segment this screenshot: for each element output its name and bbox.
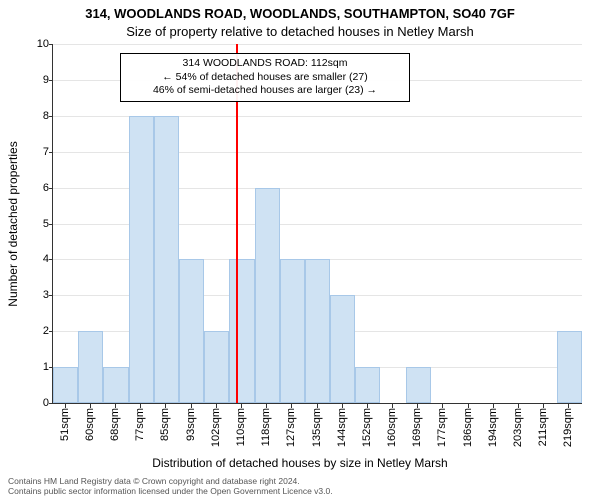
histogram-bar	[78, 331, 103, 403]
footer-line2: Contains public sector information licen…	[8, 486, 333, 496]
y-tick-label: 1	[25, 361, 49, 373]
chart-title-line1: 314, WOODLANDS ROAD, WOODLANDS, SOUTHAMP…	[0, 6, 600, 21]
x-tick-label: 118sqm	[260, 408, 272, 446]
y-tick-label: 3	[25, 289, 49, 301]
x-tick-label: 85sqm	[159, 408, 171, 441]
histogram-bar	[557, 331, 582, 403]
x-tick-label: 211sqm	[537, 408, 549, 446]
x-tick-label: 93sqm	[185, 408, 197, 441]
histogram-bar	[204, 331, 229, 403]
histogram-bar	[103, 367, 128, 403]
annotation-box: 314 WOODLANDS ROAD: 112sqm ← 54% of deta…	[120, 53, 410, 102]
histogram-bar	[280, 259, 305, 403]
histogram-bar	[255, 188, 280, 403]
y-tick-label: 9	[25, 74, 49, 86]
x-tick-label: 144sqm	[336, 408, 348, 447]
y-tick-label: 4	[25, 253, 49, 265]
y-tick-label: 8	[25, 110, 49, 122]
x-axis-label: Distribution of detached houses by size …	[0, 456, 600, 470]
y-tick-mark	[49, 116, 53, 117]
chart-title-line2: Size of property relative to detached ho…	[0, 24, 600, 39]
x-tick-label: 194sqm	[487, 408, 499, 447]
histogram-bar	[330, 295, 355, 403]
x-tick-label: 177sqm	[436, 408, 448, 447]
y-tick-mark	[49, 331, 53, 332]
y-tick-mark	[49, 44, 53, 45]
y-tick-label: 5	[25, 218, 49, 230]
annotation-line1: 314 WOODLANDS ROAD: 112sqm	[125, 57, 405, 71]
histogram-bar	[229, 259, 254, 403]
y-tick-label: 0	[25, 397, 49, 409]
x-tick-label: 102sqm	[210, 408, 222, 447]
x-tick-label: 51sqm	[59, 408, 71, 441]
x-tick-label: 186sqm	[462, 408, 474, 447]
x-tick-label: 135sqm	[311, 408, 323, 447]
histogram-bar	[179, 259, 204, 403]
y-tick-label: 10	[25, 38, 49, 50]
x-tick-label: 219sqm	[562, 408, 574, 447]
annotation-line3: 46% of semi-detached houses are larger (…	[125, 84, 405, 98]
y-axis-label: Number of detached properties	[6, 141, 20, 306]
x-tick-label: 203sqm	[512, 408, 524, 447]
y-tick-label: 6	[25, 182, 49, 194]
y-tick-mark	[49, 295, 53, 296]
x-tick-label: 110sqm	[235, 408, 247, 446]
x-tick-label: 169sqm	[411, 408, 423, 447]
histogram-bar	[355, 367, 380, 403]
x-tick-label: 160sqm	[386, 408, 398, 447]
y-tick-mark	[49, 224, 53, 225]
y-tick-label: 2	[25, 325, 49, 337]
y-tick-mark	[49, 403, 53, 404]
footer-attribution: Contains HM Land Registry data © Crown c…	[8, 476, 333, 496]
footer-line1: Contains HM Land Registry data © Crown c…	[8, 476, 333, 486]
y-tick-mark	[49, 188, 53, 189]
histogram-bar	[154, 116, 179, 403]
y-tick-label: 7	[25, 146, 49, 158]
y-tick-mark	[49, 80, 53, 81]
histogram-bar	[129, 116, 154, 403]
x-tick-label: 60sqm	[84, 408, 96, 441]
x-tick-label: 127sqm	[285, 408, 297, 447]
y-tick-mark	[49, 259, 53, 260]
x-tick-label: 77sqm	[134, 408, 146, 441]
chart-container: 314, WOODLANDS ROAD, WOODLANDS, SOUTHAMP…	[0, 0, 600, 500]
histogram-bar	[53, 367, 78, 403]
histogram-bar	[305, 259, 330, 403]
x-tick-label: 152sqm	[361, 408, 373, 447]
annotation-line2: ← 54% of detached houses are smaller (27…	[125, 71, 405, 85]
y-tick-mark	[49, 152, 53, 153]
histogram-bar	[406, 367, 431, 403]
gridline	[53, 44, 582, 45]
x-tick-label: 68sqm	[109, 408, 121, 441]
